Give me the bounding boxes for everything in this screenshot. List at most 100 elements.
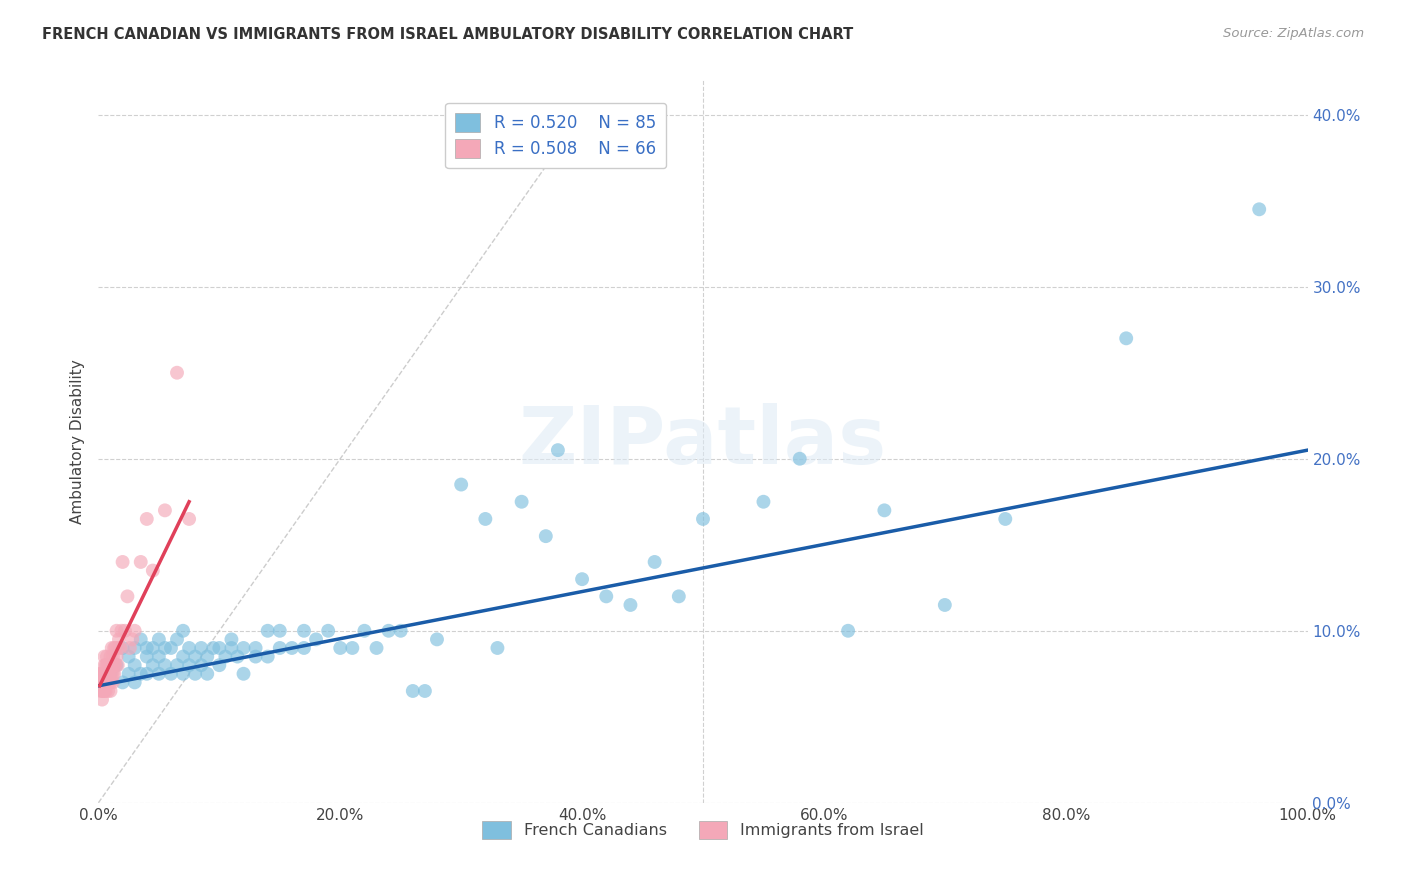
Point: [100, 658, 122, 673]
Point: [98, 658, 121, 673]
Point: [195, 666, 218, 681]
Point: [111, 675, 134, 690]
Point: [114, 624, 136, 638]
Point: [837, 624, 859, 638]
Point: [124, 675, 146, 690]
Point: [316, 624, 339, 638]
Point: [534, 529, 557, 543]
Point: [281, 640, 304, 655]
Point: [292, 640, 315, 655]
Point: [91, 684, 114, 698]
Point: [377, 624, 399, 638]
Point: [190, 658, 212, 673]
Point: [172, 624, 194, 638]
Point: [172, 666, 194, 681]
Point: [93, 649, 115, 664]
Point: [474, 512, 496, 526]
Point: [97, 675, 120, 690]
Point: [142, 640, 165, 655]
Point: [98, 666, 121, 681]
Point: [97, 658, 120, 673]
Point: [96, 675, 118, 690]
Point: [389, 624, 412, 638]
Point: [153, 640, 176, 655]
Point: [994, 512, 1017, 526]
Point: [179, 658, 201, 673]
Point: [269, 640, 291, 655]
Point: [160, 640, 183, 655]
Point: [256, 624, 278, 638]
Point: [214, 649, 236, 664]
Point: [208, 640, 231, 655]
Point: [153, 658, 176, 673]
Point: [135, 640, 157, 655]
Point: [486, 640, 509, 655]
Text: FRENCH CANADIAN VS IMMIGRANTS FROM ISRAEL AMBULATORY DISABILITY CORRELATION CHAR: FRENCH CANADIAN VS IMMIGRANTS FROM ISRAE…: [42, 27, 853, 42]
Point: [644, 555, 666, 569]
Point: [571, 572, 593, 586]
Point: [184, 649, 207, 664]
Point: [692, 512, 714, 526]
Point: [353, 624, 375, 638]
Point: [94, 658, 117, 673]
Point: [91, 675, 114, 690]
Point: [103, 666, 125, 681]
Point: [245, 640, 267, 655]
Point: [148, 632, 170, 647]
Point: [100, 666, 122, 681]
Point: [96, 666, 118, 681]
Point: [90, 675, 112, 690]
Point: [172, 649, 194, 664]
Point: [142, 564, 165, 578]
Point: [329, 640, 352, 655]
Point: [226, 649, 249, 664]
Point: [142, 658, 165, 673]
Point: [107, 658, 129, 673]
Point: [117, 590, 139, 604]
Point: [934, 598, 956, 612]
Point: [104, 640, 127, 655]
Point: [103, 640, 125, 655]
Point: [202, 640, 225, 655]
Point: [179, 512, 201, 526]
Point: [103, 658, 125, 673]
Point: [89, 675, 111, 690]
Point: [89, 666, 111, 681]
Point: [160, 666, 183, 681]
Point: [221, 640, 243, 655]
Point: [100, 666, 122, 681]
Point: [668, 590, 690, 604]
Point: [184, 666, 207, 681]
Text: Source: ZipAtlas.com: Source: ZipAtlas.com: [1223, 27, 1364, 40]
Point: [195, 649, 218, 664]
Point: [1115, 331, 1137, 345]
Point: [94, 666, 117, 681]
Point: [111, 555, 134, 569]
Point: [232, 666, 254, 681]
Point: [245, 649, 267, 664]
Point: [232, 640, 254, 655]
Point: [1249, 202, 1271, 217]
Point: [256, 649, 278, 664]
Point: [135, 649, 157, 664]
Point: [402, 684, 425, 698]
Point: [166, 632, 188, 647]
Point: [94, 684, 117, 698]
Point: [413, 684, 436, 698]
Legend: French Canadians, Immigrants from Israel: French Canadians, Immigrants from Israel: [475, 814, 931, 846]
Point: [124, 624, 146, 638]
Point: [292, 624, 315, 638]
Point: [91, 692, 114, 706]
Point: [93, 658, 115, 673]
Point: [118, 666, 141, 681]
Point: [100, 684, 122, 698]
Point: [873, 503, 896, 517]
Point: [124, 658, 146, 673]
Point: [104, 658, 127, 673]
Point: [129, 666, 152, 681]
Point: [118, 649, 141, 664]
Point: [91, 675, 114, 690]
Point: [221, 632, 243, 647]
Point: [166, 366, 188, 380]
Point: [97, 666, 120, 681]
